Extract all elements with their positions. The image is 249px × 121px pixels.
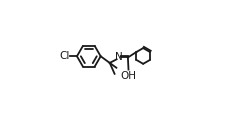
Text: N: N (115, 52, 123, 62)
Text: OH: OH (121, 71, 136, 81)
Text: Cl: Cl (59, 51, 70, 61)
